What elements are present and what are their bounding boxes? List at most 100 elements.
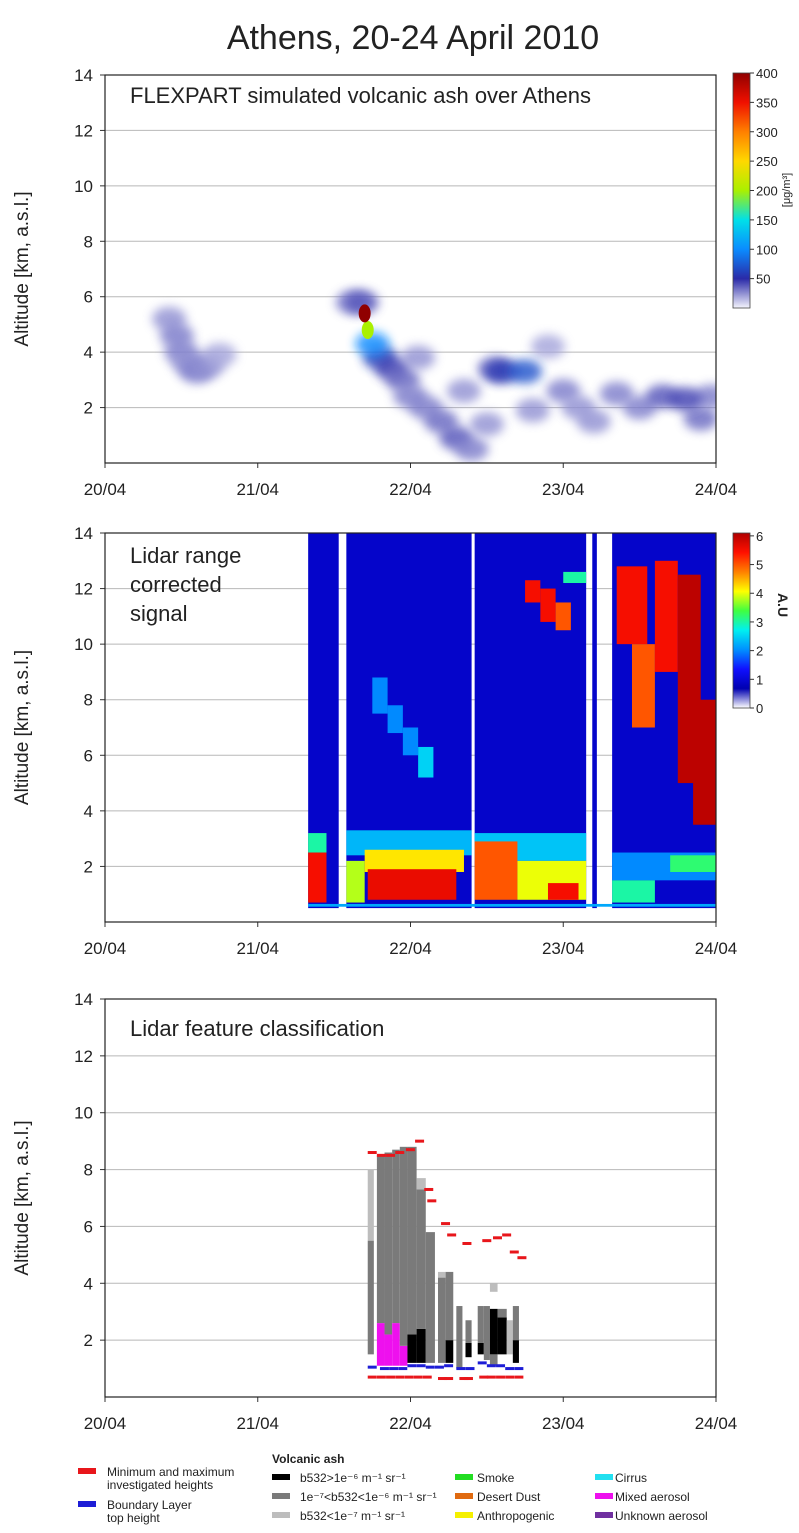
- signal-cell: [670, 855, 716, 872]
- colorbar-tick-label: 1: [756, 672, 763, 687]
- x-tick-label: 22/04: [389, 1414, 432, 1433]
- ash-concentration: [355, 331, 390, 356]
- colorbar-tick-label: 100: [756, 242, 778, 257]
- signal-cell: [372, 677, 388, 714]
- x-tick-label: 23/04: [542, 939, 585, 958]
- y-tick-label: 4: [84, 802, 93, 821]
- colorbar-tick-label: 5: [756, 558, 763, 573]
- feature-segment: [506, 1320, 513, 1355]
- y-tick-label: 12: [74, 121, 93, 140]
- legend-label: investigated heights: [107, 1478, 213, 1492]
- legend-swatch: [455, 1493, 473, 1499]
- feature-segment: [456, 1306, 463, 1369]
- ash-concentration: [446, 378, 481, 403]
- ash-concentration: [454, 437, 489, 462]
- legend-swatch: [455, 1512, 473, 1518]
- feature-segment: [425, 1232, 435, 1363]
- y-tick-label: 8: [84, 232, 93, 251]
- ash-concentration: [361, 320, 374, 339]
- signal-cell: [592, 533, 597, 909]
- signal-cell: [308, 903, 716, 907]
- legend-label: Boundary Layer: [107, 1498, 192, 1512]
- y-tick-label: 14: [74, 66, 93, 85]
- feature-segment: [416, 1328, 426, 1363]
- x-tick-label: 22/04: [389, 939, 432, 958]
- legend-group-title: Volcanic ash: [272, 1452, 344, 1466]
- feature-segment: [483, 1306, 490, 1361]
- feature-segment: [384, 1334, 393, 1366]
- x-tick-label: 23/04: [542, 1414, 585, 1433]
- signal-cell: [367, 869, 457, 900]
- signal-cell: [540, 588, 556, 622]
- y-tick-label: 10: [74, 1104, 93, 1123]
- colorbar-tick-label: 200: [756, 184, 778, 199]
- feature-segment: [392, 1323, 400, 1366]
- signal-cell: [693, 699, 716, 825]
- legend-label: Unknown aerosol: [615, 1509, 708, 1523]
- feature-segment: [407, 1146, 417, 1335]
- feature-segment: [392, 1149, 400, 1324]
- ash-concentration: [668, 387, 703, 412]
- y-tick-label: 8: [84, 1161, 93, 1180]
- y-tick-label: 2: [84, 399, 93, 418]
- plot-frame: [104, 74, 717, 464]
- legend-label: Minimum and maximum: [107, 1465, 234, 1479]
- colorbar-tick-label: 2: [756, 644, 763, 659]
- y-axis-label: Altitude [km, a.s.l.]: [12, 650, 33, 805]
- feature-segment: [489, 1354, 498, 1366]
- signal-cell: [346, 860, 365, 903]
- legend-swatch: [78, 1501, 96, 1507]
- ash-concentration: [469, 412, 504, 437]
- y-tick-label: 12: [74, 580, 93, 599]
- x-tick-label: 21/04: [236, 480, 279, 499]
- ash-concentration: [508, 359, 543, 384]
- feature-segment: [489, 1283, 498, 1292]
- feature-segment: [497, 1317, 507, 1355]
- y-axis-label: Altitude [km, a.s.l.]: [12, 1120, 33, 1275]
- plot-area: [367, 1139, 527, 1381]
- signal-cell: [474, 841, 518, 900]
- legend-label: Desert Dust: [477, 1490, 541, 1504]
- y-tick-label: 4: [84, 343, 93, 362]
- y-tick-label: 14: [74, 990, 93, 1009]
- feature-segment: [445, 1340, 454, 1363]
- x-tick-label: 24/04: [695, 480, 738, 499]
- legend-swatch: [272, 1512, 290, 1518]
- feature-segment: [399, 1146, 408, 1346]
- legend-swatch: [595, 1474, 613, 1480]
- legend-label: Cirrus: [615, 1471, 647, 1485]
- feature-segment: [512, 1340, 519, 1363]
- y-tick-label: 2: [84, 857, 93, 876]
- legend-label: Mixed aerosol: [615, 1490, 690, 1504]
- colorbar-tick-label: 50: [756, 272, 770, 287]
- feature-segment: [465, 1320, 472, 1343]
- signal-cell: [308, 833, 327, 853]
- feature-segment: [384, 1152, 393, 1335]
- legend-swatch: [595, 1512, 613, 1518]
- ash-concentration: [576, 409, 611, 434]
- ash-concentration: [683, 406, 716, 431]
- feature-segment: [407, 1334, 417, 1363]
- feature-segment: [399, 1345, 408, 1366]
- colorbar-tick-label: 3: [756, 615, 763, 630]
- x-tick-label: 21/04: [236, 939, 279, 958]
- legend-label: Smoke: [477, 1471, 515, 1485]
- feature-segment: [465, 1342, 472, 1358]
- feature-segment: [445, 1271, 454, 1341]
- y-tick-label: 14: [74, 524, 93, 543]
- signal-cell: [555, 602, 571, 631]
- colorbar-tick-label: 300: [756, 125, 778, 140]
- legend-label: 1e⁻⁷<b532<1e⁻⁶ m⁻¹ sr⁻¹: [300, 1490, 437, 1504]
- ash-concentration: [401, 345, 436, 370]
- legend-label: b532>1e⁻⁶ m⁻¹ sr⁻¹: [300, 1471, 406, 1485]
- y-tick-label: 12: [74, 1047, 93, 1066]
- signal-cell: [616, 566, 648, 645]
- ash-concentration: [358, 304, 371, 323]
- colorbar-tick-label: 4: [756, 586, 763, 601]
- feature-segment: [497, 1308, 507, 1318]
- feature-segment: [416, 1189, 426, 1329]
- y-tick-label: 6: [84, 746, 93, 765]
- colorbar-tick-label: 6: [756, 529, 763, 544]
- y-axis-label: Altitude [km, a.s.l.]: [12, 191, 33, 346]
